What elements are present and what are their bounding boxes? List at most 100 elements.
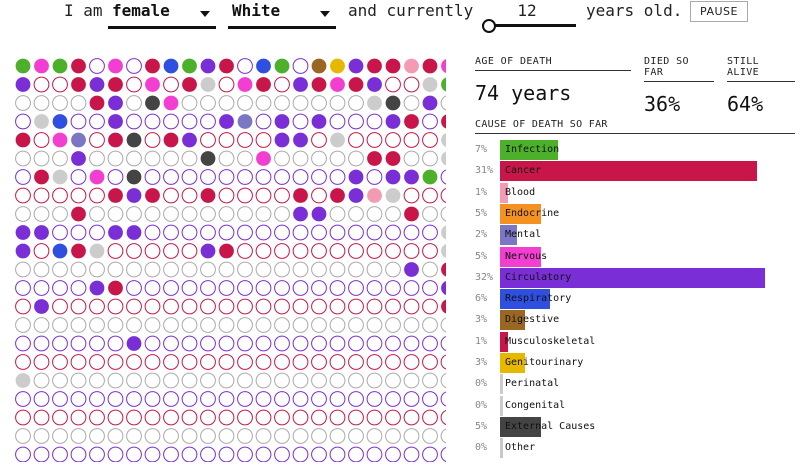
alive-person-dot (329, 95, 346, 111)
alive-person-dot (237, 169, 253, 185)
alive-person-dot (200, 372, 216, 389)
cause-row: 5% Nervous (475, 246, 795, 267)
died-so-far-stat: DIED SO FAR 36% (644, 56, 714, 116)
deceased-person-dot (108, 77, 123, 92)
alive-person-dot (181, 243, 198, 259)
alive-person-dot (70, 317, 87, 333)
alive-person-dot (218, 169, 235, 185)
cause-row: 0% Other (475, 438, 795, 459)
alive-person-dot (52, 150, 68, 167)
alive-person-dot (15, 113, 31, 130)
alive-person-dot (163, 206, 179, 222)
deceased-person-dot (348, 169, 364, 185)
alive-person-dot (52, 224, 68, 241)
alive-person-dot (144, 261, 161, 278)
alive-person-dot (15, 169, 31, 185)
alive-person-dot (274, 187, 290, 204)
alive-person-dot (237, 409, 253, 426)
cause-of-death-bars: 7% Infection 31% Cancer 1% Blood 5% Endocrine 2%… (475, 140, 795, 470)
alive-person-dot (274, 206, 290, 222)
alive-person-dot (52, 76, 68, 93)
alive-person-dot (181, 95, 198, 111)
cause-name: Digestive (505, 314, 560, 326)
age-slider-track[interactable] (482, 24, 576, 27)
deceased-person-dot (293, 132, 308, 148)
alive-person-dot (329, 409, 346, 426)
deceased-person-dot (126, 169, 142, 185)
deceased-person-dot (15, 373, 31, 388)
deceased-person-dot (274, 132, 290, 148)
deceased-person-dot (219, 243, 234, 259)
cause-row: 6% Respiratory (475, 289, 795, 310)
deceased-person-dot (441, 77, 446, 92)
cause-bar (500, 289, 550, 310)
sex-select[interactable]: female (108, 2, 216, 29)
alive-person-dot (33, 391, 50, 407)
alive-person-dot (403, 298, 420, 315)
deceased-person-dot (71, 243, 86, 259)
alive-person-dot (163, 335, 179, 352)
alive-person-dot (218, 317, 235, 333)
alive-person-dot (422, 335, 438, 352)
alive-person-dot (237, 58, 253, 74)
alive-person-dot (218, 206, 235, 222)
deceased-person-dot (404, 169, 419, 185)
alive-person-dot (237, 354, 253, 370)
deceased-person-dot (200, 77, 216, 92)
alive-person-dot (329, 372, 346, 389)
cause-bar (500, 310, 525, 331)
alive-person-dot (329, 243, 346, 259)
cause-bar (500, 438, 503, 459)
alive-person-dot (218, 335, 235, 352)
cause-row: 0% Congenital (475, 395, 795, 416)
deceased-person-dot (145, 188, 160, 203)
alive-person-dot (348, 372, 364, 389)
alive-person-dot (70, 113, 87, 130)
alive-person-dot (422, 372, 438, 389)
race-select[interactable]: White (228, 2, 336, 29)
deceased-person-dot (348, 77, 364, 92)
alive-person-dot (348, 224, 364, 241)
alive-person-dot (70, 187, 87, 204)
cause-percent: 5% (475, 207, 488, 219)
alive-person-dot (200, 206, 216, 222)
alive-person-dot (440, 317, 446, 333)
deceased-person-dot (108, 132, 123, 148)
alive-person-dot (292, 335, 309, 352)
alive-person-dot (311, 187, 327, 204)
alive-person-dot (366, 372, 383, 389)
age-slider-handle[interactable] (482, 19, 496, 33)
alive-person-dot (89, 428, 105, 444)
cause-percent: 5% (475, 250, 488, 262)
alive-person-dot (144, 206, 161, 222)
cause-row: 31% Cancer (475, 161, 795, 182)
alive-person-dot (218, 261, 235, 278)
cause-percent: 1% (475, 335, 488, 347)
died-so-far-value: 36% (644, 92, 681, 116)
alive-person-dot (144, 298, 161, 315)
alive-person-dot (440, 169, 446, 185)
alive-person-dot (385, 280, 401, 296)
alive-person-dot (403, 409, 420, 426)
deceased-person-dot (367, 151, 382, 166)
alive-person-dot (89, 372, 105, 389)
cause-bar (500, 225, 517, 246)
alive-person-dot (163, 298, 179, 315)
alive-person-dot (255, 95, 272, 111)
alive-person-dot (181, 280, 198, 296)
alive-person-dot (200, 132, 216, 148)
alive-person-dot (144, 243, 161, 259)
deceased-person-dot (182, 77, 197, 92)
alive-person-dot (200, 391, 216, 407)
alive-person-dot (311, 391, 327, 407)
pause-button[interactable]: PAUSE (690, 1, 748, 22)
alive-person-dot (292, 280, 309, 296)
alive-person-dot (70, 391, 87, 407)
alive-person-dot (366, 391, 383, 407)
alive-person-dot (126, 446, 142, 462)
deceased-person-dot (293, 77, 308, 92)
age-slider[interactable]: 12 (478, 2, 576, 33)
deceased-person-dot (256, 77, 271, 92)
cause-name: Blood (505, 186, 536, 198)
died-so-far-label: DIED SO FAR (644, 56, 714, 82)
